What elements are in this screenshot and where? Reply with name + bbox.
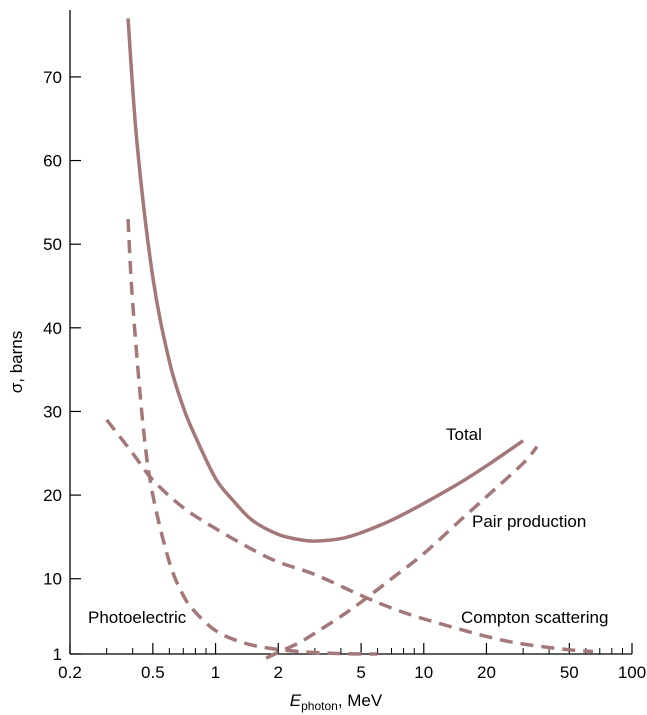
x-axis-title: Ephoton, MeV [290,691,383,713]
series-line-compton-scattering [105,418,594,654]
curve-label-compton-scattering: Compton scattering [461,608,608,627]
ticks: 0.2 0.5 1 2 5 10 20 50 100 1 10 20 30 40 50 60 70 [43,68,646,682]
y-tick-label: 10 [43,570,62,589]
y-tick-label: 70 [43,68,62,87]
x-tick-label: 0.2 [58,663,82,682]
y-tick-label: 40 [43,319,62,338]
series-line-photoelectric [126,218,378,656]
y-tick-label: 30 [43,402,62,421]
series-group [105,18,594,660]
x-axis-title-subscript: photon [301,699,338,713]
x-tick-label: 5 [356,663,365,682]
axes [69,10,632,655]
y-tick-label: 1 [53,645,62,664]
x-tick-label: 10 [414,663,433,682]
x-axis-title-main: E [290,691,302,710]
y-tick-label: 20 [43,486,62,505]
curve-label-photoelectric: Photoelectric [88,608,187,627]
x-tick-label: 100 [618,663,646,682]
x-tick-label: 50 [560,663,579,682]
x-tick-label: 0.5 [141,663,165,682]
curve-label-pair-production: Pair production [472,512,586,531]
series-line-total [126,18,525,543]
series-line-pair-production [265,445,539,660]
x-axis-title-unit: , MeV [338,691,383,710]
y-tick-label: 60 [43,152,62,171]
y-axis-title: σ, barns [7,331,26,393]
x-tick-label: 1 [211,663,220,682]
y-tick-label: 50 [43,235,62,254]
x-tick-label: 20 [477,663,496,682]
curve-label-total: Total [446,425,482,444]
x-tick-label: 2 [273,663,282,682]
